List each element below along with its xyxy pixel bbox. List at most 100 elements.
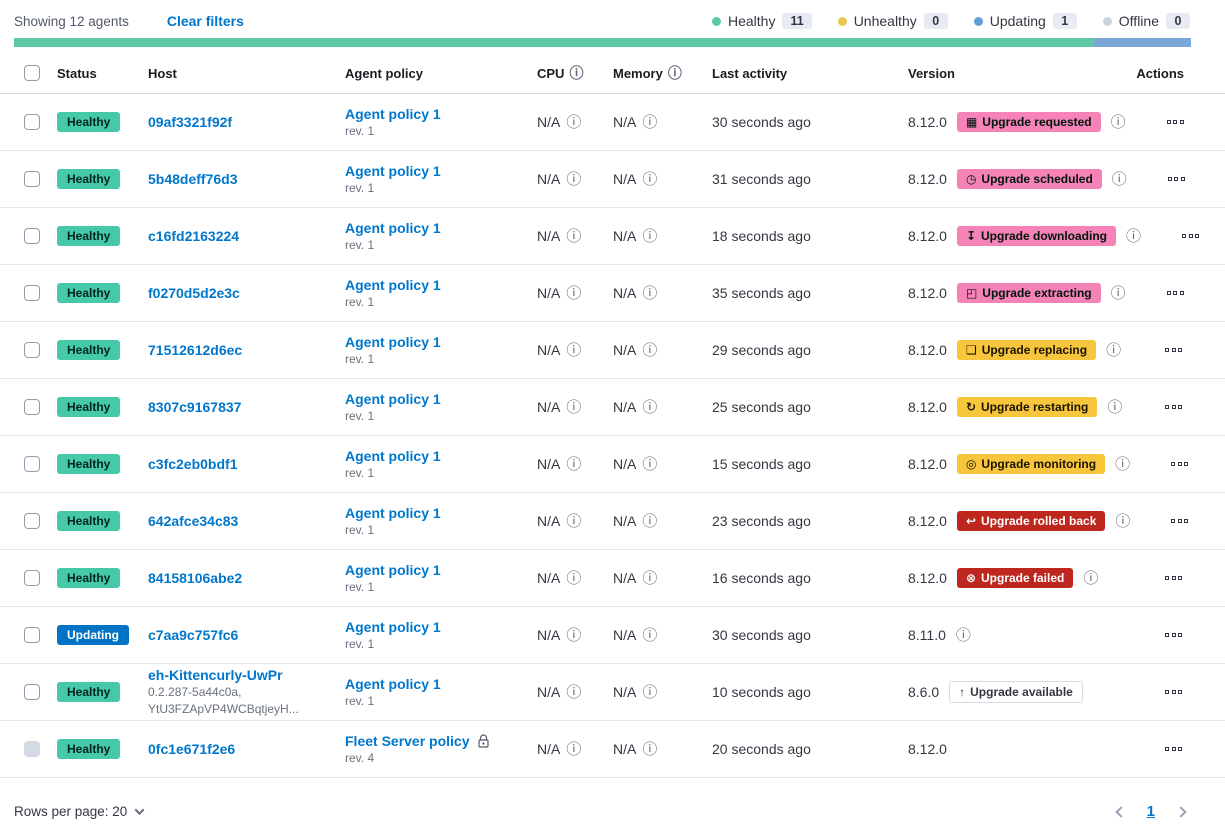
actions-menu-button[interactable] xyxy=(1163,342,1184,358)
last-activity-cell: 35 seconds ago xyxy=(712,285,908,301)
agent-policy-link[interactable]: Agent policy 1 xyxy=(345,391,441,407)
info-icon[interactable]: ⓘ xyxy=(1115,512,1131,530)
info-icon[interactable]: ⓘ xyxy=(566,398,582,416)
next-page-button[interactable] xyxy=(1173,804,1189,820)
info-icon[interactable]: ⓘ xyxy=(642,398,658,416)
info-icon[interactable]: ⓘ xyxy=(642,683,658,701)
row-checkbox[interactable] xyxy=(24,399,40,415)
host-link[interactable]: c3fc2eb0bdf1 xyxy=(148,456,238,472)
row-checkbox[interactable] xyxy=(24,171,40,187)
row-checkbox[interactable] xyxy=(24,627,40,643)
page-number-1[interactable]: 1 xyxy=(1146,803,1155,820)
actions-menu-button[interactable] xyxy=(1163,627,1184,643)
agent-policy-cell: Agent policy 1 rev. 1 xyxy=(345,277,537,309)
host-link[interactable]: 0fc1e671f2e6 xyxy=(148,741,236,757)
actions-menu-button[interactable] xyxy=(1163,570,1184,586)
info-icon[interactable]: ⓘ xyxy=(566,113,582,131)
info-icon[interactable]: ⓘ xyxy=(566,683,582,701)
row-checkbox[interactable] xyxy=(24,684,40,700)
actions-menu-button[interactable] xyxy=(1163,684,1184,700)
agent-policy-link[interactable]: Agent policy 1 xyxy=(345,334,441,350)
info-icon[interactable]: ⓘ xyxy=(1110,284,1126,302)
info-icon[interactable]: ⓘ xyxy=(955,626,971,644)
agent-policy-link[interactable]: Agent policy 1 xyxy=(345,163,441,179)
host-link[interactable]: 8307c9167837 xyxy=(148,399,242,415)
host-link[interactable]: eh-Kittencurly-UwPr xyxy=(148,666,283,683)
host-link[interactable]: 09af3321f92f xyxy=(148,114,233,130)
agent-policy-link[interactable]: Agent policy 1 xyxy=(345,448,441,464)
info-icon[interactable]: ⓘ xyxy=(642,512,658,530)
info-icon[interactable]: ⓘ xyxy=(566,170,582,188)
row-checkbox[interactable] xyxy=(24,228,40,244)
info-icon[interactable]: ⓘ xyxy=(642,626,658,644)
previous-page-button[interactable] xyxy=(1113,804,1129,820)
actions-menu-button[interactable] xyxy=(1163,399,1184,415)
host-link[interactable]: c7aa9c757fc6 xyxy=(148,627,239,643)
clear-filters-link[interactable]: Clear filters xyxy=(166,13,244,29)
info-icon[interactable]: ⓘ xyxy=(1107,398,1123,416)
host-link[interactable]: 642afce34c83 xyxy=(148,513,239,529)
agent-policy-link[interactable]: Fleet Server policy xyxy=(345,733,470,749)
agent-policy-link[interactable]: Agent policy 1 xyxy=(345,562,441,578)
row-checkbox[interactable] xyxy=(24,456,40,472)
info-icon[interactable]: ⓘ xyxy=(1110,113,1126,131)
host-link[interactable]: c16fd2163224 xyxy=(148,228,240,244)
info-icon[interactable]: ⓘ xyxy=(1083,569,1099,587)
inspect-icon: ◎ xyxy=(965,457,977,471)
row-checkbox[interactable] xyxy=(24,114,40,130)
host-link[interactable]: 71512612d6ec xyxy=(148,342,243,358)
info-icon[interactable]: ⓘ xyxy=(566,569,582,587)
row-checkbox[interactable] xyxy=(24,513,40,529)
info-icon[interactable]: ⓘ xyxy=(642,341,658,359)
actions-menu-button[interactable] xyxy=(1163,741,1184,757)
actions-menu-button[interactable] xyxy=(1165,114,1186,130)
info-icon[interactable]: ⓘ xyxy=(1126,227,1142,245)
info-icon[interactable]: ⓘ xyxy=(1115,455,1131,473)
info-icon[interactable]: ⓘ xyxy=(566,284,582,302)
info-icon[interactable]: ⓘ xyxy=(569,65,584,81)
host-link[interactable]: 84158106abe2 xyxy=(148,570,243,586)
host-link[interactable]: f0270d5d2e3c xyxy=(148,285,240,301)
row-checkbox[interactable] xyxy=(24,342,40,358)
info-icon[interactable]: ⓘ xyxy=(642,455,658,473)
actions-menu-button[interactable] xyxy=(1166,171,1187,187)
agent-policy-link[interactable]: Agent policy 1 xyxy=(345,676,441,692)
info-icon[interactable]: ⓘ xyxy=(642,170,658,188)
agent-policy-link[interactable]: Agent policy 1 xyxy=(345,220,441,236)
info-icon[interactable]: ⓘ xyxy=(566,740,582,758)
agent-policy-link[interactable]: Agent policy 1 xyxy=(345,106,441,122)
row-checkbox[interactable] xyxy=(24,570,40,586)
info-icon[interactable]: ⓘ xyxy=(1111,170,1127,188)
agent-policy-link[interactable]: Agent policy 1 xyxy=(345,619,441,635)
legend-item-unhealthy[interactable]: Unhealthy 0 xyxy=(837,13,948,29)
agent-policy-link[interactable]: Agent policy 1 xyxy=(345,277,441,293)
rows-per-page-selector[interactable]: Rows per page: 20 xyxy=(14,804,145,819)
info-icon[interactable]: ⓘ xyxy=(566,341,582,359)
actions-menu-button[interactable] xyxy=(1169,513,1190,529)
info-icon[interactable]: ⓘ xyxy=(642,740,658,758)
download-icon: ↧ xyxy=(965,229,976,243)
info-icon[interactable]: ⓘ xyxy=(642,227,658,245)
info-icon[interactable]: ⓘ xyxy=(1106,341,1122,359)
row-checkbox-cell xyxy=(24,399,57,415)
info-icon[interactable]: ⓘ xyxy=(642,569,658,587)
legend-item-healthy[interactable]: Healthy 11 xyxy=(712,13,812,29)
column-header-label: CPU xyxy=(537,65,565,81)
agent-policy-link[interactable]: Agent policy 1 xyxy=(345,505,441,521)
select-all-checkbox[interactable] xyxy=(24,65,40,81)
actions-menu-button[interactable] xyxy=(1165,285,1186,301)
actions-menu-button[interactable] xyxy=(1180,228,1201,244)
info-icon[interactable]: ⓘ xyxy=(566,227,582,245)
info-icon[interactable]: ⓘ xyxy=(566,626,582,644)
info-icon[interactable]: ⓘ xyxy=(566,455,582,473)
info-icon[interactable]: ⓘ xyxy=(642,284,658,302)
host-link[interactable]: 5b48deff76d3 xyxy=(148,171,238,187)
info-icon[interactable]: ⓘ xyxy=(642,113,658,131)
status-badge: Healthy xyxy=(57,682,121,702)
row-checkbox[interactable] xyxy=(24,285,40,301)
actions-menu-button[interactable] xyxy=(1169,456,1190,472)
info-icon[interactable]: ⓘ xyxy=(667,65,682,81)
legend-item-offline[interactable]: Offline 0 xyxy=(1102,13,1190,29)
info-icon[interactable]: ⓘ xyxy=(566,512,582,530)
legend-item-updating[interactable]: Updating 1 xyxy=(973,13,1077,29)
